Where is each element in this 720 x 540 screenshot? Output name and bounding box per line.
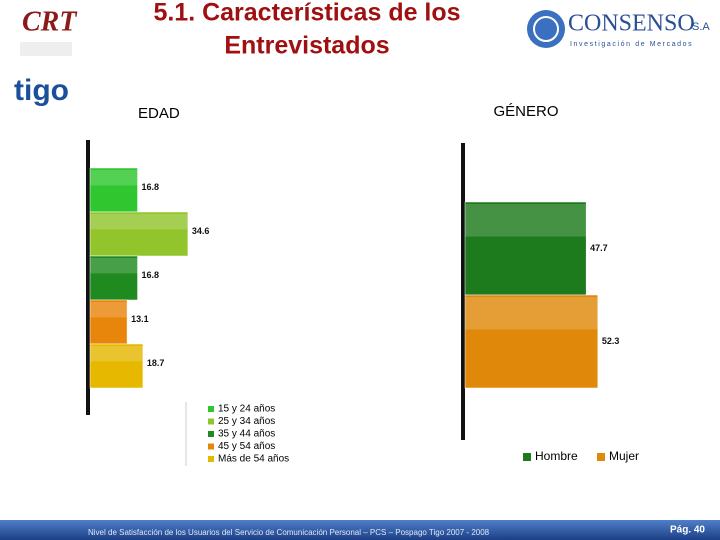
- bar-highlight: [90, 214, 188, 230]
- logo-consenso: CONSENSO: [568, 11, 695, 37]
- legend-label: Más de 54 años: [218, 454, 289, 465]
- slide-title: Entrevistados: [224, 32, 389, 60]
- bar-highlight: [90, 346, 143, 362]
- bar-highlight: [465, 204, 587, 237]
- logo-tigo: tigo: [14, 74, 69, 107]
- chart-title: GÉNERO: [493, 103, 558, 120]
- data-label: 47.7: [590, 243, 608, 253]
- legend-swatch: [208, 456, 214, 462]
- bar-highlight: [90, 302, 128, 318]
- legend-swatch: [208, 431, 214, 437]
- data-label: 52.3: [602, 336, 620, 346]
- legend-label: Hombre: [535, 449, 578, 463]
- logo-consenso-suffix: S.A: [692, 21, 710, 33]
- data-label: 34.6: [192, 226, 210, 236]
- data-label: 16.8: [142, 270, 160, 280]
- legend-swatch: [208, 443, 214, 450]
- legend-swatch: [208, 418, 214, 425]
- legend-swatch: [597, 453, 605, 461]
- logo-crt-subtext: [20, 42, 72, 56]
- bar: [89, 343, 144, 389]
- bar-highlight: [90, 170, 138, 186]
- bar-highlight: [465, 297, 598, 330]
- bar-highlight: [90, 258, 138, 274]
- bar: [89, 167, 138, 213]
- legend-label: 35 y 44 años: [218, 429, 275, 440]
- logo-crt: CRT: [22, 6, 78, 37]
- logo-consenso-icon: [527, 10, 565, 48]
- legend-label: 15 y 24 años: [218, 404, 275, 415]
- chart-title: EDAD: [138, 105, 180, 122]
- logo-consenso-tagline: Investigación de Mercados: [570, 41, 693, 48]
- legend-swatch: [208, 406, 214, 412]
- legend-label: Mujer: [609, 449, 639, 463]
- logo-consenso-icon-ring: [533, 16, 559, 42]
- data-label: 16.8: [142, 182, 160, 192]
- legend-swatch: [523, 453, 531, 461]
- footer-bar: [0, 520, 720, 540]
- bar: [89, 299, 128, 345]
- data-label: 13.1: [131, 314, 149, 324]
- bar: [89, 255, 138, 301]
- bar: [89, 211, 189, 257]
- data-label: 18.7: [147, 358, 165, 368]
- legend-label: 25 y 34 años: [218, 416, 275, 427]
- footer-text: Nivel de Satisfacción de los Usuarios de…: [88, 528, 490, 537]
- legend-label: 45 y 54 años: [218, 441, 275, 452]
- slide-title: 5.1. Características de los: [153, 0, 460, 27]
- bar: [464, 201, 587, 296]
- page-number: Pág. 40: [670, 525, 705, 536]
- bar: [464, 294, 599, 389]
